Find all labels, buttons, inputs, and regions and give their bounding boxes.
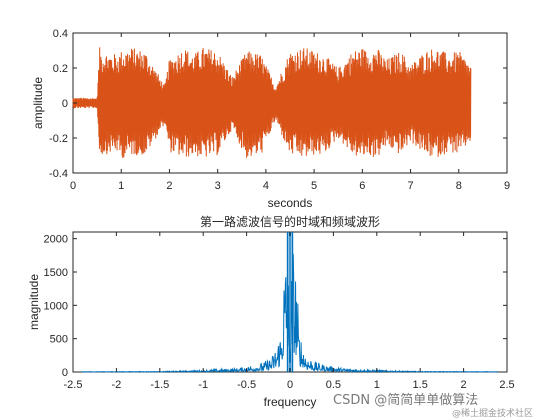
y-tick-label: -0.2: [49, 133, 68, 145]
x-tick-label: -1.5: [150, 379, 169, 391]
x-tick-label: -1: [198, 379, 208, 391]
figure-title: 第一路滤波信号的时域和频域波形: [200, 214, 380, 229]
x-tick-label: 9: [504, 180, 510, 192]
freq-y-axis-label: magnitude: [27, 274, 41, 330]
y-tick-label: 0.2: [53, 63, 68, 75]
frequency-domain-plot: -2.5 -2 -1.5 -1 -0.5 0 0.5 1 1.5 2 2.5 0 500 1000 150…: [27, 231, 515, 409]
time-domain-plot: 0 1 2 3 4 5 6 7 8 9 -0.4 -0.2 0 0.2 0.4 seconds ampli…: [31, 28, 510, 210]
y-tick-label: 0.4: [53, 28, 68, 40]
time-x-axis-label: seconds: [268, 196, 313, 210]
y-tick-label: 1000: [44, 300, 68, 312]
time-y-ticks: -0.4 -0.2 0 0.2 0.4: [49, 28, 507, 180]
x-tick-label: 1: [118, 180, 124, 192]
x-tick-label: 0: [287, 379, 293, 391]
y-tick-label: 0: [62, 367, 68, 379]
freq-x-ticks: -2.5 -2 -1.5 -1 -0.5 0 0.5 1 1.5 2 2.5: [64, 232, 515, 391]
freq-x-axis-label: frequency: [264, 395, 317, 409]
x-tick-label: -2.5: [64, 379, 83, 391]
x-tick-label: 7: [407, 180, 413, 192]
x-tick-label: -2: [112, 379, 122, 391]
time-x-ticks: 0 1 2 3 4 5 6 7 8 9: [70, 33, 510, 192]
x-tick-label: 4: [263, 180, 269, 192]
spectrum-line: [81, 253, 499, 374]
x-tick-label: 2: [166, 180, 172, 192]
y-tick-label: -0.4: [49, 168, 68, 180]
y-tick-label: 2000: [44, 234, 68, 246]
x-tick-label: 6: [359, 180, 365, 192]
spectrum-series: [81, 232, 499, 374]
x-tick-label: 0: [70, 180, 76, 192]
time-y-axis-label: amplitude: [31, 77, 45, 129]
x-tick-label: -0.5: [237, 379, 256, 391]
x-tick-label: 2.5: [499, 379, 514, 391]
y-tick-label: 500: [50, 334, 68, 346]
x-tick-label: 0.5: [326, 379, 341, 391]
watermark-text: CSDN @简简单单做算法: [333, 392, 478, 408]
y-tick-label: 1500: [44, 267, 68, 279]
x-tick-label: 8: [456, 180, 462, 192]
y-tick-label: 0: [62, 98, 68, 110]
freq-y-ticks: 0 500 1000 1500 2000: [44, 234, 507, 379]
time-signal-series: [72, 47, 472, 159]
x-tick-label: 3: [215, 180, 221, 192]
x-tick-label: 1.5: [413, 379, 428, 391]
x-tick-label: 1: [374, 379, 380, 391]
time-signal-line: [72, 47, 472, 159]
x-tick-label: 2: [461, 379, 467, 391]
watermark-subtext: @稀土掘金技术社区: [452, 407, 533, 419]
x-tick-label: 5: [311, 180, 317, 192]
